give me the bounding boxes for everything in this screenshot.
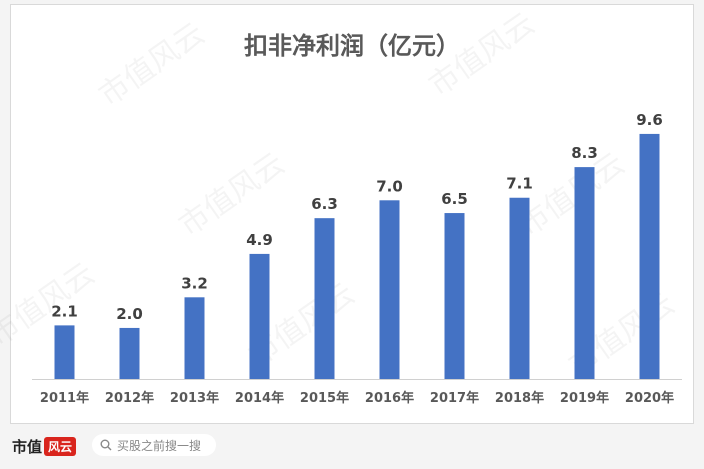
x-tick-label: 2019年 — [560, 390, 609, 406]
search-placeholder: 买股之前搜一搜 — [117, 438, 202, 453]
search-box[interactable]: 买股之前搜一搜 — [92, 434, 216, 456]
brand-text: 市值 — [12, 438, 43, 456]
bar — [379, 200, 400, 379]
bar — [184, 297, 205, 379]
data-label: 7.1 — [506, 175, 533, 193]
x-tick-label: 2011年 — [40, 390, 89, 406]
search-icon — [100, 439, 112, 451]
data-label: 9.6 — [636, 111, 663, 129]
bar — [249, 253, 270, 379]
bar-chart: 2.1 2011年 2.0 2012年 3.2 2013年 4.9 2014年 6.3 2015年… — [32, 111, 682, 406]
x-tick-label: 2020年 — [625, 390, 674, 406]
x-tick-label: 2013年 — [170, 390, 219, 406]
data-label: 2.1 — [51, 302, 78, 320]
x-tick-label: 2014年 — [235, 390, 284, 406]
data-label: 8.3 — [571, 144, 598, 162]
bar — [639, 133, 660, 379]
data-label: 4.9 — [246, 231, 273, 249]
data-label: 6.5 — [441, 190, 468, 208]
data-label: 3.2 — [181, 274, 208, 292]
x-tick-label: 2012年 — [105, 390, 154, 406]
x-tick-label: 2015年 — [300, 390, 349, 406]
x-tick-label: 2018年 — [495, 390, 544, 406]
data-label: 2.0 — [116, 305, 143, 323]
data-label: 7.0 — [376, 177, 403, 195]
x-tick-label: 2016年 — [365, 390, 414, 406]
bar — [509, 197, 530, 379]
chart-title: 扣非净利润（亿元） — [244, 32, 460, 60]
footer-bar: 市值 风云 买股之前搜一搜 — [0, 424, 704, 469]
bar — [119, 327, 140, 379]
bar — [54, 325, 75, 379]
bar — [574, 167, 595, 379]
brand-logo: 市值 风云 — [12, 436, 77, 457]
data-label: 6.3 — [311, 195, 338, 213]
bar — [444, 213, 465, 379]
brand-badge: 风云 — [44, 437, 77, 456]
x-tick-label: 2017年 — [430, 390, 479, 406]
bar — [314, 218, 335, 379]
